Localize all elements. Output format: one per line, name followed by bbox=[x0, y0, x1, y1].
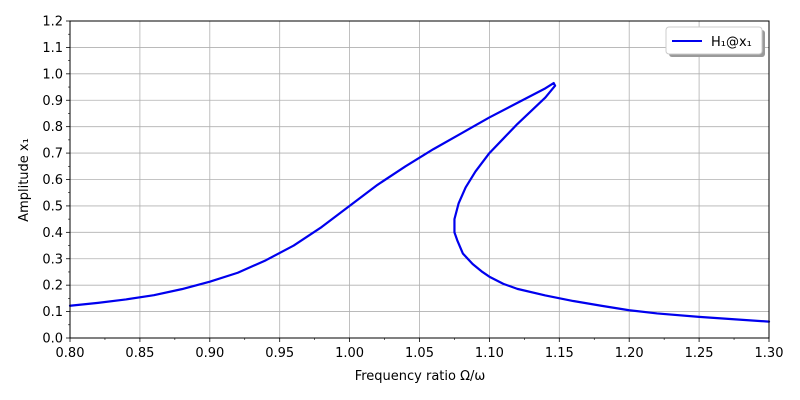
x-tick-label: 0.90 bbox=[195, 346, 224, 361]
y-tick-label: 0.4 bbox=[42, 226, 63, 241]
y-tick-label: 0.8 bbox=[42, 120, 63, 135]
y-tick-label: 0.5 bbox=[42, 199, 63, 214]
x-tick-label: 1.10 bbox=[475, 346, 504, 361]
x-axis-label: Frequency ratio Ω/ω bbox=[355, 369, 486, 384]
plot-frame bbox=[69, 20, 770, 339]
series-line bbox=[68, 81, 771, 323]
y-tick-label: 1.2 bbox=[42, 15, 63, 30]
x-tick-label: 1.20 bbox=[615, 346, 644, 361]
y-tick-label: 1.0 bbox=[42, 67, 63, 82]
y-tick-label: 0.2 bbox=[42, 279, 63, 294]
y-tick-label: 0.1 bbox=[42, 305, 63, 320]
y-tick-label: 0.6 bbox=[42, 173, 63, 188]
y-axis-label: Amplitude x₁ bbox=[17, 138, 32, 222]
y-tick-label: 1.1 bbox=[42, 41, 63, 56]
x-tick-label: 1.05 bbox=[405, 346, 434, 361]
y-tick-labels: 0.0 0.1 0.2 0.3 0.4 0.5 0.6 0.7 0.8 0.9 1.0 1.1 1.2 bbox=[42, 15, 63, 347]
y-tick-label: 0.0 bbox=[42, 332, 63, 347]
major-ticks bbox=[66, 20, 770, 342]
x-tick-labels: 0.80 0.85 0.90 0.95 1.00 1.05 1.10 1.15 1.20 1.25… bbox=[56, 346, 784, 361]
x-tick-label: 1.25 bbox=[685, 346, 714, 361]
legend-entry-label: H₁@x₁ bbox=[711, 35, 752, 50]
series-lines bbox=[68, 81, 771, 323]
minor-ticks bbox=[68, 33, 735, 340]
y-tick-label: 0.7 bbox=[42, 147, 63, 162]
legend: H₁@x₁ bbox=[665, 26, 765, 57]
x-tick-label: 0.95 bbox=[265, 346, 294, 361]
x-tick-label: 1.15 bbox=[545, 346, 574, 361]
x-tick-label: 0.85 bbox=[125, 346, 154, 361]
x-tick-label: 1.00 bbox=[335, 346, 364, 361]
x-tick-label: 0.80 bbox=[56, 346, 85, 361]
legend-box bbox=[665, 26, 763, 55]
y-tick-label: 0.3 bbox=[42, 252, 63, 267]
y-tick-label: 0.9 bbox=[42, 94, 63, 109]
x-tick-label: 1.30 bbox=[755, 346, 784, 361]
